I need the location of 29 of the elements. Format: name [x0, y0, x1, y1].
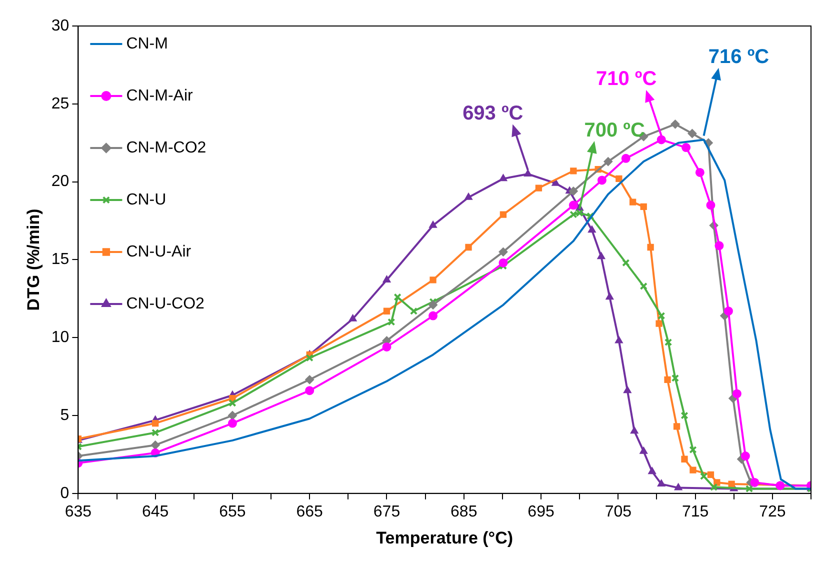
x-tick-label: 715	[682, 503, 709, 520]
y-tick-label: 15	[51, 251, 70, 268]
y-tick-label: 20	[51, 173, 70, 190]
x-tick-label: 695	[528, 503, 554, 520]
annotation: 693 ºC	[462, 102, 524, 125]
y-tick-label: 30	[51, 17, 70, 34]
x-tick-label: 725	[759, 503, 786, 520]
x-axis-title: Temperature (°C)	[376, 528, 514, 548]
y-axis-title: DTG (%/min)	[24, 208, 43, 311]
y-tick-label: 5	[60, 406, 70, 424]
legend-label: CN-M	[126, 35, 168, 52]
y-tick-label: 0	[60, 484, 70, 502]
annotation: 710 ºC	[596, 68, 657, 90]
x-tick-label: 685	[450, 503, 478, 520]
legend-label: CN-U-Air	[126, 243, 192, 260]
annotation: 700 ºC	[584, 119, 645, 142]
x-tick-label: 675	[373, 503, 400, 520]
legend-label: CN-U-CO2	[126, 295, 205, 312]
y-tick-label: 25	[51, 95, 70, 112]
x-tick-label: 655	[219, 503, 246, 520]
legend-label: CN-M-CO2	[126, 139, 206, 156]
legend-label: CN-M-Air	[126, 87, 194, 104]
legend-label: CN-U	[126, 191, 166, 208]
x-tick-label: 665	[296, 503, 324, 520]
annotation: 716 ºC	[708, 46, 770, 68]
x-tick-label: 705	[604, 503, 632, 520]
x-tick-label: 645	[142, 503, 169, 520]
x-tick-label: 635	[64, 503, 92, 520]
y-tick-label: 10	[51, 329, 70, 346]
